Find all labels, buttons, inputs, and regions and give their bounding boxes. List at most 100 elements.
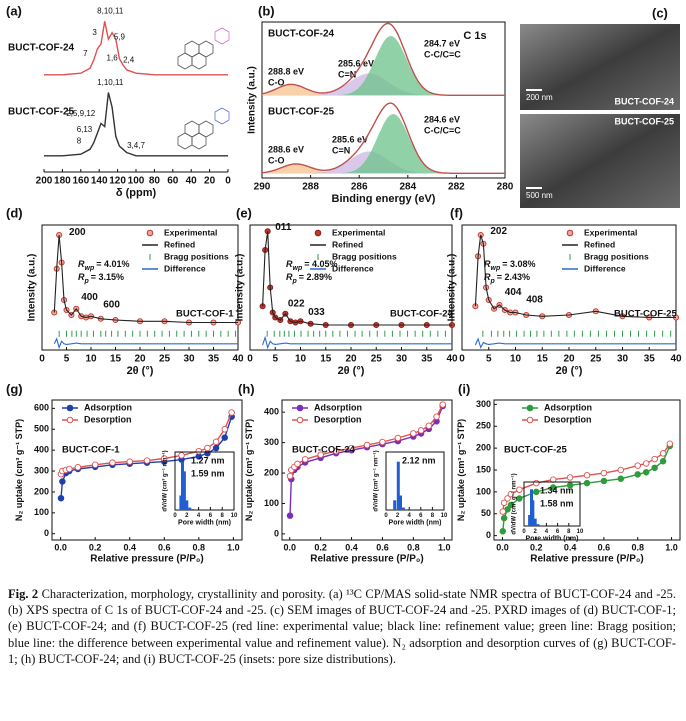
component-label: 288.8 eV: [268, 66, 304, 76]
x-tick-label: 2: [534, 529, 538, 535]
data-point: [74, 464, 82, 471]
y-axis-label: dV/dW (cm³ g⁻¹ nm⁻¹): [162, 450, 169, 511]
y-tick-label: 50: [481, 508, 491, 518]
series-line: [262, 335, 452, 350]
y-axis-label: dV/dW (cm³ g⁻¹ nm⁻¹): [373, 450, 380, 511]
x-tick-label: 0: [247, 354, 253, 365]
x-tick-label: 0: [384, 513, 388, 519]
panel-label: (e): [236, 205, 252, 220]
x-tick-label: 0.8: [631, 542, 644, 552]
data-point: [195, 447, 203, 455]
structure-drawings: [177, 27, 230, 150]
fit-symbol: R: [484, 272, 491, 282]
x-tick-label: 5: [486, 354, 492, 365]
x-axis-label: 2θ (°): [127, 365, 154, 377]
x-tick-label: 30: [183, 354, 195, 365]
data-point: [617, 475, 625, 483]
x-tick-label: 0: [173, 513, 177, 519]
data-point: [500, 499, 508, 507]
x-tick-label: 1.0: [665, 542, 678, 552]
data-point: [57, 494, 65, 502]
figure: (a)200 180 160 140 120 100 80 60 40 20 0δ (ppm)BUC…: [6, 3, 682, 565]
x-tick-label: 0.8: [193, 542, 206, 552]
peak-label: 8: [77, 136, 82, 145]
series-line: [53, 234, 238, 324]
x-tick-label: 15: [110, 354, 122, 365]
inset-bar: [393, 500, 397, 510]
sample-label: BUCT-COF-24: [292, 445, 356, 456]
legend-label: Adsorption: [84, 402, 132, 412]
x-tick-label: 8: [221, 513, 225, 519]
data-point: [294, 460, 301, 468]
series-label: BUCT-COF-25: [8, 107, 75, 118]
peak-label: 3: [92, 28, 97, 37]
panel-label: (d): [6, 205, 23, 220]
peak-label: 022: [288, 298, 305, 309]
plot-frame: [261, 21, 506, 179]
plot-frame: [523, 481, 581, 527]
peak-label: 1,6: [107, 54, 119, 63]
x-tick-label: 10: [577, 529, 584, 535]
x-tick-label: 1.0: [438, 542, 451, 552]
x-tick-label: 4: [408, 513, 412, 519]
inset-bar: [191, 509, 195, 510]
data-point: [109, 459, 116, 466]
data-point: [504, 495, 511, 502]
legend-symbol: [526, 416, 534, 424]
data-point: [642, 468, 650, 476]
component-bond: C-O: [268, 155, 285, 165]
fit-symbol: R: [78, 259, 85, 269]
series-line: [474, 234, 676, 319]
x-tick-label: 0.2: [89, 542, 102, 552]
fit-stat: Rp = 2.43%: [484, 272, 530, 284]
x-tick-label: 0.0: [283, 542, 296, 552]
data-point: [363, 441, 371, 449]
panel-label: (f): [450, 205, 463, 220]
x-tick-label: 30: [396, 354, 408, 365]
component-bond: C-C/C=C: [424, 49, 461, 59]
y-tick-label: 150: [476, 464, 491, 474]
y-tick-label: 200: [476, 443, 491, 453]
fit-sub: p: [292, 278, 298, 285]
data-point: [286, 472, 294, 480]
fit-sub: wp: [491, 265, 501, 272]
peak-label: 202: [490, 226, 507, 237]
fit-symbol: R: [286, 272, 293, 282]
x-tick-label: 20: [345, 354, 357, 365]
spectrum-line: [44, 92, 228, 157]
data-point: [161, 455, 168, 462]
peak-label: 400: [81, 292, 98, 303]
panel-label: (c): [652, 5, 668, 20]
component-label: 285.6 eV: [332, 134, 368, 144]
y-tick-label: 250: [476, 421, 491, 431]
legend-symbol: [296, 404, 304, 412]
fit-sub: wp: [85, 265, 95, 272]
plot-frame: [461, 224, 677, 351]
sem-label: BUCT-COF-24: [614, 96, 674, 106]
x-tick-label: 288: [302, 182, 319, 193]
x-tick-label: 0.6: [158, 542, 171, 552]
data-point: [59, 478, 66, 485]
data-point: [379, 438, 386, 446]
peak-label: 8,10,11: [97, 7, 124, 16]
y-axis-label: Intensity (a.u.): [247, 66, 258, 134]
x-tick-label: 4: [545, 529, 549, 535]
y-tick-label: 400: [264, 407, 279, 417]
component-bond: C=N: [332, 145, 350, 155]
y-tick-label: 300: [476, 399, 491, 409]
fit-sub: wp: [293, 265, 303, 272]
fit-value: = 2.89%: [299, 272, 332, 282]
inset-label: 1.59 nm: [191, 468, 225, 478]
data-point: [499, 508, 507, 515]
caption-text: Characterization, morphology, crystallin…: [8, 587, 676, 666]
data-point: [301, 456, 309, 463]
x-axis-label: Relative pressure (P/P₀): [530, 554, 643, 565]
series-line: [502, 445, 671, 532]
inset-bar: [185, 500, 189, 510]
sample-label: BUCT-COF-1: [62, 445, 120, 456]
inset-bar: [401, 507, 405, 510]
x-tick-label: 15: [537, 354, 549, 365]
y-axis-label: Intensity (a.u.): [27, 254, 38, 322]
x-tick-label: 284: [399, 182, 416, 193]
data-point: [516, 486, 523, 493]
